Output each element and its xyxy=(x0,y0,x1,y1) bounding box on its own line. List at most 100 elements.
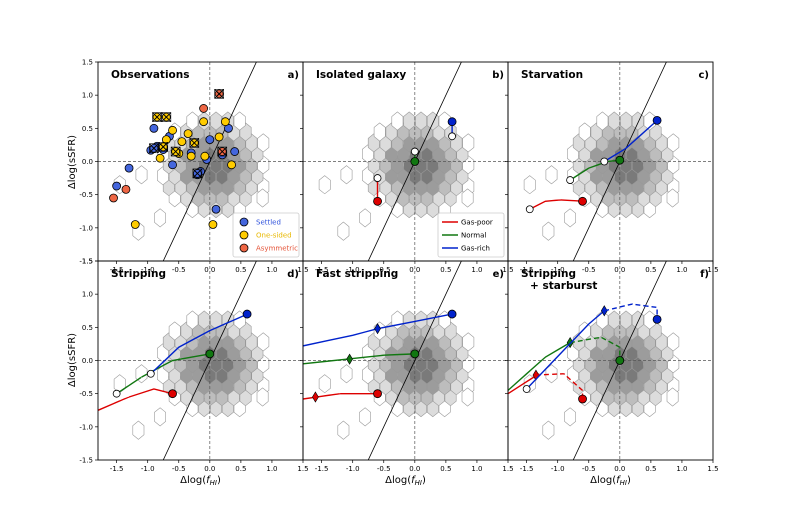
panel-title: Starvation xyxy=(521,69,583,81)
ytick-label: 1.5 xyxy=(82,59,93,67)
ylabel-bottom: Δlog(sSFR) xyxy=(67,333,78,387)
hex-cell xyxy=(155,408,166,426)
panel-label: e) xyxy=(493,269,504,280)
ytick-label: 1.0 xyxy=(82,92,93,100)
legend-marker xyxy=(240,244,248,252)
ytick-label: -1.0 xyxy=(79,423,93,431)
track-start-marker xyxy=(411,148,418,155)
xtick-label: -0.5 xyxy=(377,465,391,473)
data-point xyxy=(231,148,239,156)
data-point xyxy=(200,118,208,126)
xtick-label: -1.5 xyxy=(520,465,534,473)
ytick-label: 1.5 xyxy=(82,258,93,266)
panel-plot-area xyxy=(303,261,508,460)
data-point xyxy=(221,118,229,126)
xtick-label: 1.5 xyxy=(707,465,718,473)
hex-cell xyxy=(155,209,166,227)
xtick-label: 0.5 xyxy=(235,465,246,473)
xlabel: Δlog(fHI) xyxy=(590,475,631,487)
ytick-label: 0.5 xyxy=(82,125,93,133)
panel-plot-area xyxy=(98,261,303,460)
panel-title: Observations xyxy=(111,69,189,81)
legend-label: Normal xyxy=(461,232,486,240)
ytick-label: -1.0 xyxy=(79,224,93,232)
xlabel-close: ) xyxy=(627,475,631,486)
hex-cell xyxy=(338,222,349,240)
track-end-marker xyxy=(653,116,661,124)
legend-label: Gas-poor xyxy=(461,219,493,227)
track-end-marker xyxy=(653,315,661,323)
data-point xyxy=(206,136,214,144)
track-diamond-marker xyxy=(347,354,353,364)
xtick-label: -0.5 xyxy=(172,465,186,473)
xlabel-sub: HI xyxy=(415,479,422,487)
ytick-label: -0.5 xyxy=(79,191,93,199)
legend-label: One-sided xyxy=(256,232,292,240)
xlabel-base: Δlog( xyxy=(590,475,616,486)
xtick-label: 1.5 xyxy=(502,465,513,473)
xtick-label: -1.0 xyxy=(551,465,565,473)
track-poor xyxy=(530,200,583,209)
data-point xyxy=(125,164,133,172)
panel-1: Observations a) Settled One-sided Asymmetric… xyxy=(79,59,308,275)
xtick-label: -1.5 xyxy=(110,465,124,473)
hex-cell xyxy=(341,365,352,383)
data-point xyxy=(122,185,130,193)
hex-cell xyxy=(543,222,554,240)
xtick-label: -1.0 xyxy=(346,465,360,473)
track-end-marker xyxy=(411,350,419,358)
data-point xyxy=(150,124,158,132)
track-start-marker xyxy=(449,133,456,140)
track-end-marker xyxy=(579,395,587,403)
ytick-label: -0.5 xyxy=(79,390,93,398)
track-end-marker xyxy=(374,390,382,398)
xlabel: Δlog(fHI) xyxy=(180,475,221,487)
xtick-label: 1.0 xyxy=(676,465,687,473)
legend-label: Settled xyxy=(256,219,281,227)
panel-4: Stripping d)-1.5-1.0-0.50.00.51.01.5-1.5-… xyxy=(79,258,308,474)
xtick-label: 1.0 xyxy=(266,266,277,274)
track-start-marker xyxy=(567,177,574,184)
ytick-label: 0.5 xyxy=(82,324,93,332)
panel-label: d) xyxy=(287,269,299,280)
panel-title-line2: + starburst xyxy=(530,280,597,292)
ylabel-top: Δlog(sSFR) xyxy=(67,135,78,189)
data-point xyxy=(169,161,177,169)
xtick-label: 1.0 xyxy=(471,465,482,473)
track-start-marker xyxy=(374,175,381,182)
xtick-label: 0.5 xyxy=(440,266,451,274)
track-end-marker xyxy=(579,197,587,205)
xtick-label: 0.5 xyxy=(645,465,656,473)
xtick-label: 0.0 xyxy=(614,465,625,473)
data-point xyxy=(113,182,121,190)
xtick-label: -0.5 xyxy=(582,266,596,274)
track-end-marker xyxy=(448,310,456,318)
track-end-marker xyxy=(448,118,456,126)
data-point xyxy=(201,152,209,160)
data-point xyxy=(178,138,186,146)
track-end-marker xyxy=(616,156,624,164)
xlabel-base: Δlog( xyxy=(180,475,206,486)
track-end-marker xyxy=(243,310,251,318)
xtick-label: 1.0 xyxy=(676,266,687,274)
hex-cell xyxy=(546,166,557,184)
data-point xyxy=(212,205,220,213)
ytick-label: 1.0 xyxy=(82,291,93,299)
track-start-marker xyxy=(113,390,120,397)
legend-marker xyxy=(240,218,248,226)
track-end-marker xyxy=(206,350,214,358)
xlabel-sub: HI xyxy=(210,479,217,487)
hex-cell xyxy=(524,176,535,194)
xlabel-base: Δlog( xyxy=(385,475,411,486)
track-start-marker xyxy=(147,370,154,377)
xtick-label: -1.5 xyxy=(315,465,329,473)
track-normal xyxy=(508,343,570,391)
panel-label: a) xyxy=(288,70,299,81)
xtick-label: 1.5 xyxy=(297,465,308,473)
xtick-label: 0.5 xyxy=(235,266,246,274)
xtick-label: 1.0 xyxy=(471,266,482,274)
data-point xyxy=(215,133,223,141)
xlabel-sub: HI xyxy=(620,479,627,487)
legend-marker xyxy=(240,231,248,239)
xtick-label: 0.5 xyxy=(440,465,451,473)
